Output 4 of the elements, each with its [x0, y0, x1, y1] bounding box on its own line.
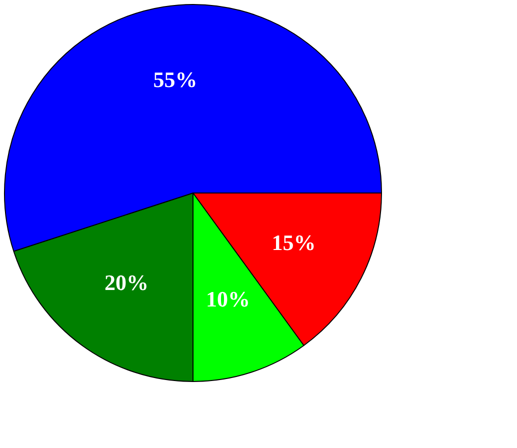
- data-label: 55%: [153, 66, 198, 92]
- data-label: 10%: [206, 286, 250, 312]
- data-label: 15%: [272, 230, 316, 256]
- data-label: 20%: [104, 270, 149, 296]
